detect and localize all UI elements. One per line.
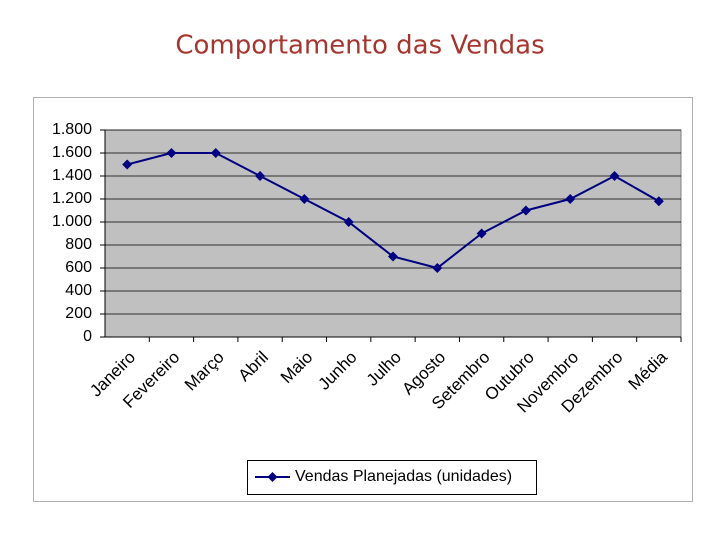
y-tick-label: 1.200 <box>52 190 92 207</box>
y-tick-label: 1.800 <box>52 121 92 138</box>
marker <box>520 205 531 216</box>
legend-marker <box>267 472 278 482</box>
marker <box>609 171 620 181</box>
marker <box>299 194 310 204</box>
chart-title: Comportamento das Vendas <box>175 31 544 61</box>
y-tick-label: 600 <box>65 259 92 276</box>
marker <box>565 194 576 204</box>
y-tick-label: 1.600 <box>52 144 92 161</box>
marker <box>432 263 443 273</box>
marker <box>122 159 133 170</box>
y-tick-label: 800 <box>65 236 92 253</box>
legend-label: Vendas Planejadas (unidades) <box>295 468 512 485</box>
marker <box>210 148 221 158</box>
marker <box>343 217 354 227</box>
y-tick-label: 400 <box>65 282 92 299</box>
marker <box>166 148 177 158</box>
legend-box <box>247 460 537 495</box>
plot-area <box>104 129 682 338</box>
marker <box>653 196 664 207</box>
marker <box>388 251 398 262</box>
y-tick-label: 0 <box>83 328 92 345</box>
marker <box>476 228 487 239</box>
y-tick-label: 1.400 <box>52 167 92 184</box>
y-tick-label: 1.000 <box>52 213 92 230</box>
y-tick-label: 200 <box>65 305 92 322</box>
marker <box>255 171 266 181</box>
